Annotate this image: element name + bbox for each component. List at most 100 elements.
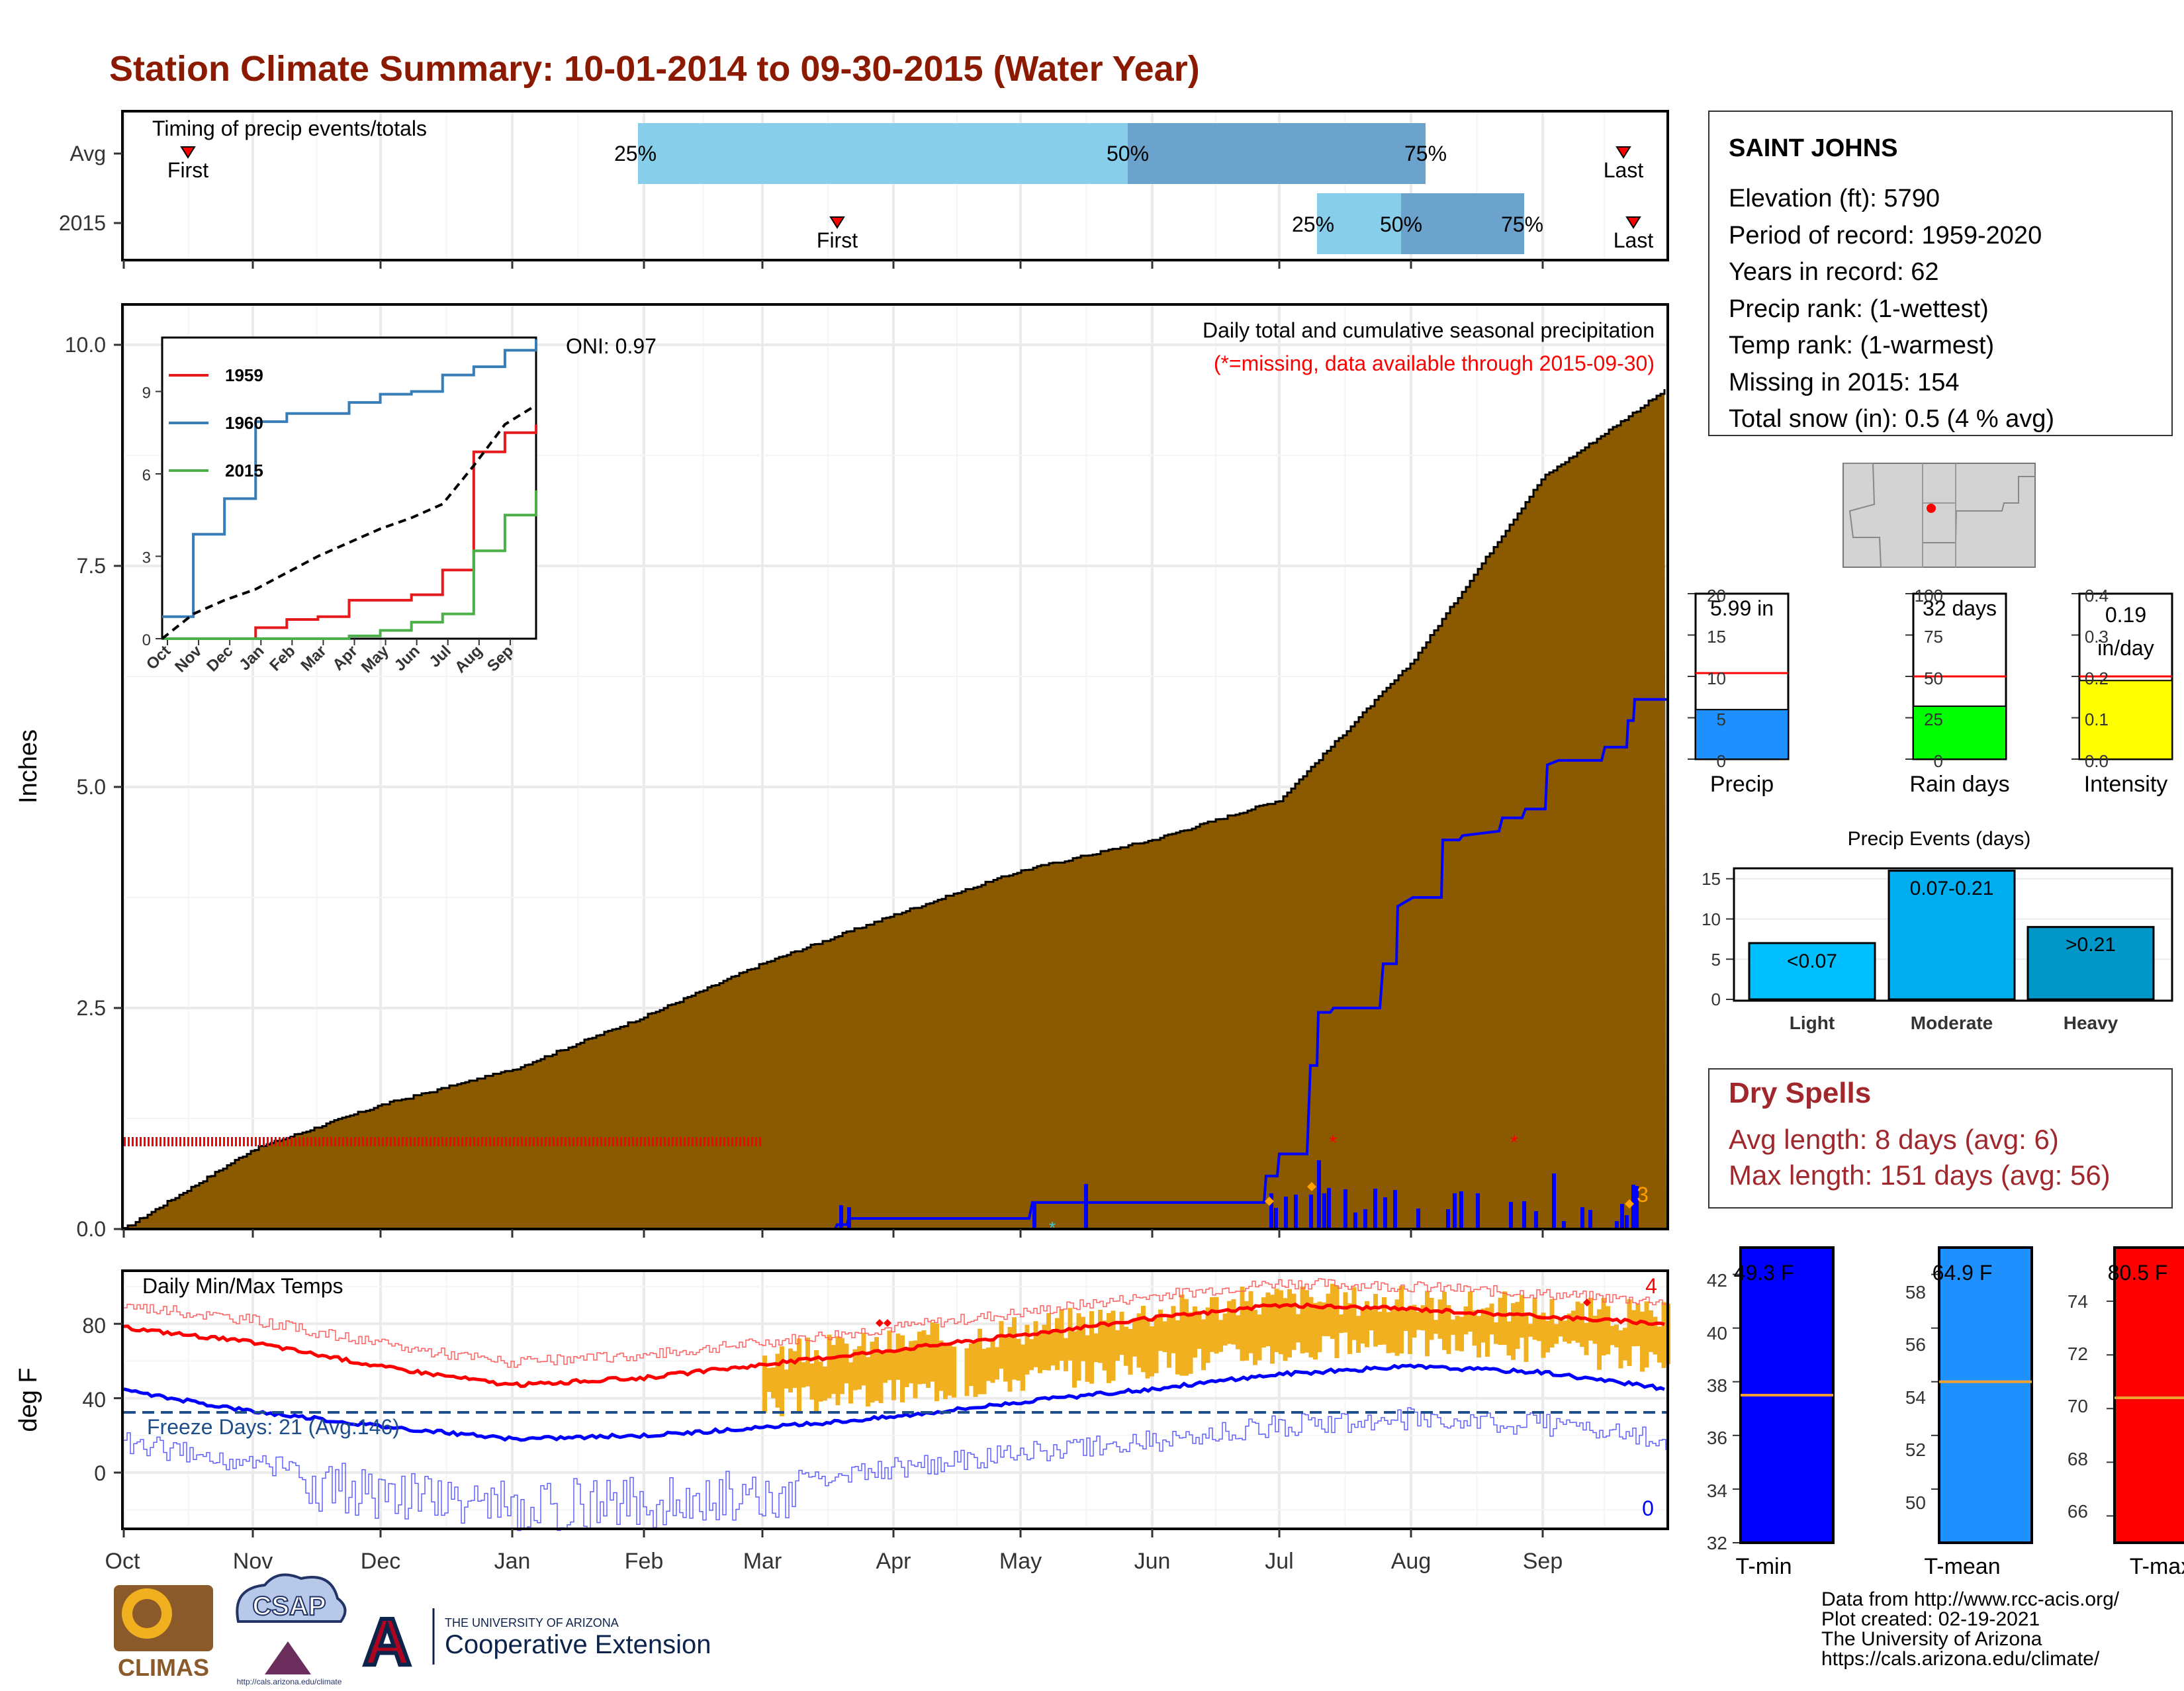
daily-temp-bar	[995, 1347, 999, 1380]
events-ytick-0: 0	[1711, 989, 1721, 1009]
tbar-ytick-tmax-1: 68	[2068, 1449, 2088, 1469]
daily-temp-bar	[1055, 1318, 1060, 1371]
tbar-ytick-tmin-0: 32	[1707, 1533, 1727, 1553]
footer-line-1: Plot created: 02-19-2021	[1821, 1608, 2040, 1630]
daily-precip-bar	[1032, 1203, 1036, 1229]
mini-value-raindays: 32 days	[1923, 596, 1997, 620]
temp-ylabel: deg F	[15, 1367, 42, 1432]
inset-ytick-label: 3	[142, 549, 151, 567]
climas-logo: CLIMAS	[114, 1585, 213, 1681]
timing-2015-q2-bar	[1401, 193, 1524, 254]
mini-ytick-raindays-3: 75	[1924, 627, 1943, 647]
mini-ytick-precip-3: 15	[1707, 627, 1726, 647]
mini-bar	[2079, 680, 2173, 760]
daily-temp-bar	[1437, 1299, 1443, 1339]
daily-temp-bar	[1236, 1315, 1240, 1349]
precip-ylabel: Inches	[15, 729, 42, 803]
daily-temp-bar	[1653, 1316, 1658, 1355]
daily-temp-bar	[1029, 1339, 1034, 1371]
daily-temp-bar	[1644, 1301, 1649, 1368]
events-ytick-3: 15	[1702, 869, 1721, 889]
daily-precip-bar	[1343, 1189, 1347, 1229]
month-label-dec: Dec	[361, 1549, 400, 1574]
events-value-heavy: >0.21	[2066, 934, 2116, 956]
inset-xtick-label: Aug	[451, 642, 486, 676]
daily-temp-bar	[1214, 1297, 1219, 1354]
month-label-sep: Sep	[1523, 1549, 1563, 1574]
daily-precip-bar	[839, 1205, 843, 1229]
daily-temp-bar	[1541, 1312, 1546, 1358]
inset-xtick-label: Feb	[266, 642, 298, 674]
daily-temp-bar	[831, 1345, 836, 1394]
precip-ytick-2: 5.0	[77, 775, 106, 799]
daily-temp-bar	[978, 1328, 982, 1394]
tbar-label-tmean: T-mean	[1924, 1554, 2000, 1579]
daily-temp-bar	[909, 1341, 913, 1384]
month-label-jan: Jan	[494, 1549, 531, 1574]
daily-temp-bar	[1261, 1297, 1266, 1348]
daily-temp-bar	[1248, 1291, 1253, 1353]
daily-temp-bar	[1128, 1329, 1133, 1375]
daily-temp-bar	[943, 1343, 948, 1399]
mini-chart-precip: Precip 5.99 in 0 5 10 15 20	[1688, 586, 1790, 797]
mini-ytick-intensity-1: 0.1	[2085, 709, 2109, 729]
daily-temp-bar	[1107, 1313, 1111, 1383]
temp-ytick-0: 0	[94, 1461, 106, 1485]
daily-temp-bar	[1606, 1306, 1610, 1355]
daily-temp-bar	[1136, 1313, 1142, 1368]
daily-temp-bar	[1016, 1338, 1021, 1381]
daily-temp-bar	[891, 1351, 896, 1400]
daily-temp-bar	[1549, 1299, 1555, 1348]
daily-temp-bar	[1661, 1302, 1666, 1369]
month-label-jul: Jul	[1265, 1549, 1293, 1574]
missing-marker-jul: *	[1329, 1132, 1337, 1154]
daily-temp-bar	[999, 1321, 1004, 1369]
month-label-apr: Apr	[876, 1549, 911, 1574]
temp-panel: Daily Min/Max Temps Freeze Days: 21 (Avg…	[15, 1269, 1670, 1537]
daily-temp-bar	[1240, 1287, 1245, 1361]
daily-precip-bar	[1274, 1208, 1278, 1229]
events-plot-border	[1733, 867, 2173, 1002]
timing-avg-last: Last	[1604, 158, 1644, 182]
daily-temp-bar	[1167, 1316, 1171, 1368]
daily-temp-bar	[1463, 1306, 1469, 1335]
daily-temp-bar	[1317, 1301, 1322, 1353]
daily-temp-bar	[762, 1355, 767, 1414]
tbar-ytick-tmean-3: 56	[1905, 1334, 1926, 1355]
temp-ytick-2: 80	[82, 1314, 106, 1338]
daily-temp-bar	[1179, 1295, 1185, 1376]
daily-temp-bar	[990, 1339, 995, 1383]
daily-temp-bar	[1283, 1298, 1288, 1361]
daily-temp-bar	[1511, 1303, 1516, 1360]
inset-xtick-label: Jan	[236, 642, 267, 674]
dry-spells-title: Dry Spells	[1729, 1077, 1871, 1109]
daily-temp-bar	[1433, 1320, 1438, 1334]
inset-ytick-label: 6	[142, 467, 151, 484]
mini-ytick-precip-1: 5	[1717, 709, 1726, 729]
timing-title: Timing of precip events/totals	[152, 116, 427, 140]
daily-temp-bar	[1279, 1290, 1283, 1355]
daily-temp-bar	[1575, 1301, 1580, 1343]
daily-temp-bar	[797, 1338, 801, 1412]
daily-temp-bar	[1597, 1309, 1602, 1370]
daily-precip-bar	[1284, 1197, 1288, 1229]
tbar-ytick-tmax-2: 70	[2068, 1396, 2088, 1416]
daily-temp-bar	[1601, 1298, 1606, 1356]
tbar-bar	[2113, 1246, 2184, 1544]
daily-precip-bar	[1373, 1189, 1377, 1229]
mini-label-raindays: Rain days	[1909, 772, 2009, 797]
daily-precip-bar	[1562, 1221, 1566, 1229]
daily-temp-bar	[952, 1346, 956, 1398]
climas-logo-ring	[132, 1599, 161, 1628]
daily-temp-bar	[1326, 1293, 1331, 1336]
daily-temp-bar	[1171, 1306, 1176, 1353]
daily-precip-bar	[1522, 1201, 1526, 1229]
daily-temp-bar	[1175, 1320, 1180, 1375]
daily-temp-bar	[1154, 1316, 1159, 1373]
daily-temp-bar	[1498, 1297, 1503, 1346]
precip-caption: Daily total and cumulative seasonal prec…	[1203, 318, 1655, 342]
daily-temp-bar	[775, 1353, 780, 1408]
tbar-ytick-tmin-4: 40	[1707, 1323, 1727, 1344]
month-label-oct: Oct	[105, 1549, 140, 1574]
